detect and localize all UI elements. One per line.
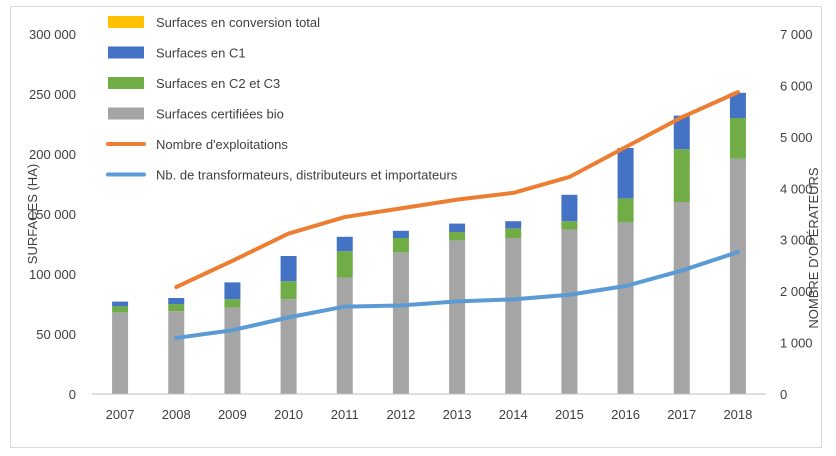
bar-segment-2-2009 [224,282,241,300]
bar-segment-2-2013 [449,223,466,232]
bar-segment-1-2016 [617,198,634,223]
line-series-0 [174,90,740,290]
y-right-tick-label: 7 000 [780,27,813,42]
line-series-1 [174,250,740,340]
y-left-axis-label: SURFACES (HA) [25,164,40,264]
bar-segment-1-2018 [729,118,746,159]
bar-segment-0-2012 [392,252,409,394]
bar-segment-1-2009 [224,299,241,308]
bar-segment-0-2007 [112,312,129,394]
bar-segment-1-2007 [112,306,129,313]
y-right-axis-label: NOMBRE D'OPÉRATEURS [806,167,821,328]
y-right-tick-label: 3 000 [780,233,813,248]
bar-segment-0-2017 [673,202,690,394]
x-tick-label-2009: 2009 [218,407,247,422]
y-left-tick-labels: 0 50 000 100 000 150 000 200 000 250 000 300 0… [29,27,76,402]
y-right-tick-label: 5 000 [780,130,813,145]
y-right-tick-label: 0 [780,387,787,402]
legend-label-3: Surfaces certifiées bio [156,107,284,122]
bar-segment-2-2014 [505,221,522,229]
bar-segment-2-2011 [336,236,353,252]
lines-layer [174,90,740,340]
legend-label-0: Surfaces en conversion total [156,15,320,30]
x-tick-label-2016: 2016 [611,407,640,422]
x-tick-label-2015: 2015 [555,407,584,422]
bar-segment-2-2012 [392,230,409,238]
legend-swatch-1 [108,46,144,59]
x-tick-label-2011: 2011 [331,407,359,422]
y-left-tick-label: 300 000 [29,27,76,42]
bar-segment-2-2010 [280,256,297,282]
bar-segment-0-2008 [168,311,185,394]
y-right-tick-label: 4 000 [780,181,813,196]
y-left-tick-label: 250 000 [29,87,76,102]
legend-swatch-0 [108,16,144,28]
chart-frame [10,6,822,448]
y-left-tick-label: 0 [69,387,76,402]
legend-label-2: Surfaces en C2 et C3 [156,76,280,91]
bar-segment-0-2014 [505,238,522,394]
x-tick-label-2012: 2012 [386,407,415,422]
legend-label-1: Surfaces en C1 [156,46,246,61]
bar-segment-1-2014 [505,228,522,238]
y-right-tick-labels: 0 1 000 2 000 3 000 4 000 5 000 6 000 7 000 [780,27,813,402]
y-right-tick-label: 1 000 [780,336,813,351]
y-left-tick-label: 150 000 [29,207,76,222]
legend-swatch-2 [108,77,144,89]
bars-layer [112,92,746,394]
bar-segment-0-2010 [280,299,297,394]
y-left-tick-label: 100 000 [29,267,76,282]
x-tick-label-2017: 2017 [667,407,696,422]
bar-segment-2-2016 [617,148,634,199]
bar-segment-0-2013 [449,240,466,394]
bar-segment-1-2013 [449,232,466,241]
bar-segment-2-2008 [168,298,185,304]
bar-segment-0-2016 [617,222,634,394]
x-tick-labels: 2007 2008 2009 2010 2011 2012 2013 2014 2015 2016… [106,407,753,422]
x-tick-label-2007: 2007 [106,407,135,422]
x-tick-label-2010: 2010 [274,407,303,422]
y-right-tick-label: 6 000 [780,78,813,93]
bar-segment-1-2012 [392,238,409,253]
x-tick-label-2018: 2018 [723,407,752,422]
legend-swatch-3 [108,107,144,120]
x-tick-label-2008: 2008 [162,407,191,422]
bar-segment-2-2018 [729,92,746,118]
bar-segment-0-2018 [729,158,746,394]
legend-label-5: Nb. de transformateurs, distributeurs et… [156,168,458,183]
bar-segment-1-2011 [336,251,353,278]
legend-label-4: Nombre d'exploitations [156,137,288,152]
y-left-tick-label: 50 000 [36,327,76,342]
y-right-tick-label: 2 000 [780,284,813,299]
y-left-tick-label: 200 000 [29,147,76,162]
bar-segment-1-2015 [561,221,578,230]
x-tick-label-2014: 2014 [499,407,528,422]
bar-segment-0-2009 [224,307,241,394]
bar-segment-1-2010 [280,281,297,300]
x-tick-label-2013: 2013 [443,407,472,422]
bar-segment-1-2017 [673,149,690,202]
bar-segment-0-2011 [336,277,353,394]
bar-segment-2-2017 [673,115,690,150]
bar-segment-1-2008 [168,304,185,312]
bar-segment-2-2015 [561,194,578,222]
bar-segment-2-2007 [112,301,129,307]
bar-segment-0-2015 [561,229,578,394]
legend: Surfaces en conversion total Surfaces en … [106,15,458,183]
